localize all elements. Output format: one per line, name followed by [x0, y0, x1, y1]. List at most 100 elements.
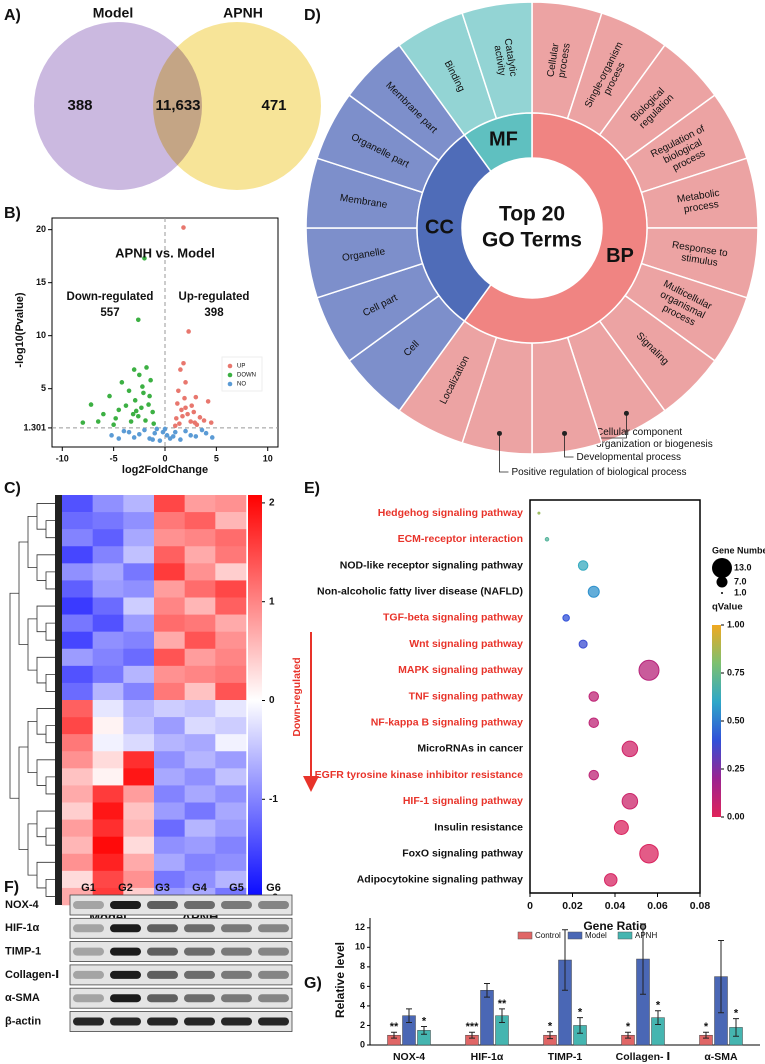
dendrogram: [18, 541, 28, 645]
point: [126, 429, 132, 435]
x-tick-label: HIF-1α: [471, 1051, 504, 1063]
point: [133, 408, 139, 414]
heatmap-cell: [215, 751, 247, 769]
blot-band: [221, 1017, 252, 1026]
heatmap-cell: [62, 853, 93, 872]
row-label: HIF-1α: [5, 922, 40, 934]
heatmap-cell: [62, 819, 93, 837]
heatmap-cell: [184, 785, 216, 803]
heatmap-cell: [123, 631, 155, 650]
point: [142, 255, 147, 261]
heatmap-cell: [215, 495, 247, 513]
blot-band: [221, 901, 252, 909]
heatmap-cell: [154, 870, 185, 889]
heatmap-cell: [215, 870, 247, 889]
point: [192, 420, 198, 425]
go-category-label: CC: [425, 216, 454, 238]
heatmap-cell: [62, 734, 93, 752]
x-tick-label: NOX-4: [393, 1051, 425, 1063]
y-tick-label: 15: [36, 277, 46, 287]
point: [177, 421, 182, 426]
blot-band: [73, 901, 104, 909]
legend-label: Control: [535, 931, 561, 940]
point: [174, 416, 179, 421]
point: [197, 415, 203, 420]
y-tick-label: EGFR tyrosine kinase inhibitor resistanc…: [315, 769, 523, 781]
point: [203, 430, 209, 436]
heatmap-cell: [123, 819, 155, 837]
panel-label: G): [304, 975, 322, 992]
x-tick-label: 0: [162, 453, 167, 463]
y-tick-label: MAPK signaling pathway: [398, 664, 523, 676]
heatmap-cell: [92, 648, 124, 667]
colorbar-tick-label: 0: [269, 695, 275, 706]
bubble: [639, 843, 659, 864]
y-axis-label: -log10(Pvalue): [14, 292, 26, 368]
significance-label: *: [656, 1000, 661, 1012]
size-legend-label: 13.0: [734, 562, 752, 572]
lane-label: G2: [118, 882, 133, 894]
blot-band: [221, 994, 252, 1003]
set-label: APNH: [223, 5, 263, 21]
dendrogram: [27, 720, 37, 774]
legend-marker: [227, 363, 233, 369]
lane-label: G6: [266, 882, 281, 894]
point: [135, 413, 141, 419]
heatmap-cell: [184, 819, 216, 837]
error-bar: [640, 923, 646, 995]
error-bar: [547, 1031, 553, 1040]
heatmap-cell: [215, 700, 247, 718]
blot-band: [258, 924, 289, 933]
bubble: [587, 585, 600, 598]
error-bar: [703, 1031, 709, 1039]
heatmap-cell: [154, 734, 185, 752]
heatmap-cell: [123, 682, 155, 701]
y-tick-label: TGF-beta signaling pathway: [383, 612, 523, 624]
heatmap-cell: [123, 802, 155, 820]
point: [144, 365, 149, 370]
group-label: Up-regulated: [179, 291, 250, 303]
venn-count: 388: [67, 97, 92, 114]
heatmap-cell: [154, 614, 185, 632]
row-label: TIMP-1: [5, 946, 41, 958]
x-tick-label: TIMP-1: [548, 1051, 583, 1063]
bubble: [588, 691, 599, 702]
dendrogram: [27, 618, 37, 671]
blot-strip: [69, 1011, 293, 1032]
x-axis-label: log2FoldChange: [122, 464, 208, 476]
heatmap-cell: [215, 802, 247, 820]
blot-strip: [69, 894, 293, 916]
heatmap-cell: [62, 751, 93, 769]
venn-set: [153, 22, 321, 190]
error-bar: [625, 1031, 631, 1039]
group-label: Down-regulated: [67, 291, 154, 303]
colorbar-tick-label: 0.75: [727, 667, 745, 677]
heatmap-cell: [123, 512, 155, 530]
panel-label: A): [4, 7, 21, 24]
go-category-label: MF: [489, 128, 518, 150]
row-ticks: [55, 495, 62, 905]
bubble: [621, 793, 639, 810]
heatmap-cell: [62, 700, 93, 718]
colorbar-tick-label: 1: [269, 596, 275, 607]
heatmap-cell: [92, 597, 124, 615]
heatmap-cell: [62, 631, 93, 650]
bubble: [604, 873, 618, 887]
blot-band: [110, 924, 141, 933]
blot-strip: [69, 917, 293, 939]
point: [154, 426, 160, 432]
bubble: [537, 511, 541, 515]
point: [201, 418, 207, 423]
legend-label: Model: [585, 931, 607, 940]
point: [170, 434, 176, 439]
point: [137, 431, 142, 437]
panel-label: C): [4, 480, 21, 497]
heatmap-cell: [154, 819, 185, 837]
significance-label: *: [548, 1021, 553, 1033]
colorbar-tick-label: 1.00: [727, 619, 745, 629]
point: [151, 421, 156, 426]
blot-band: [110, 994, 141, 1003]
panel-label: B): [4, 205, 21, 222]
point: [183, 428, 188, 434]
heatmap-cell: [62, 597, 93, 615]
